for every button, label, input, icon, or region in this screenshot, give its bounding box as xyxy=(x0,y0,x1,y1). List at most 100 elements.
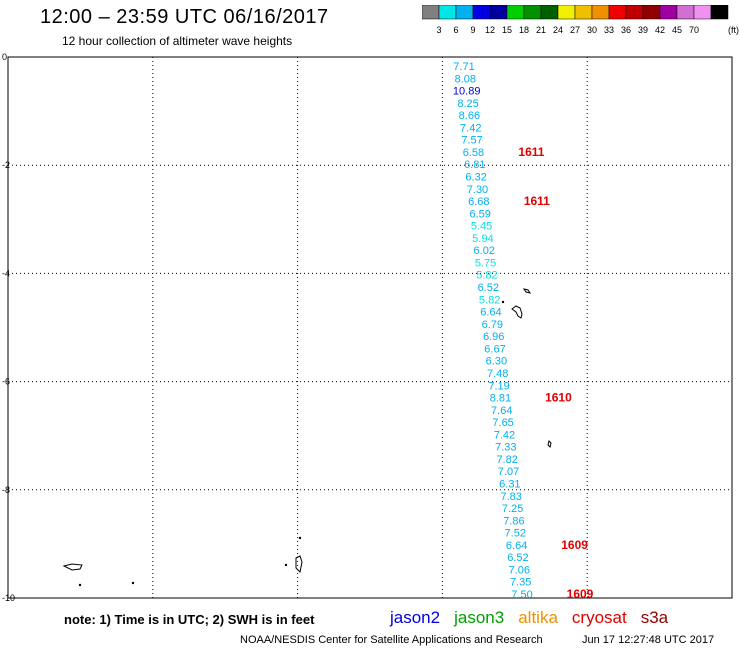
pass-time-label: 1611 xyxy=(518,145,544,159)
island-dot xyxy=(284,563,288,567)
satellite-altika: altika xyxy=(518,608,558,627)
wave-height-label: 6.30 xyxy=(486,356,507,368)
wave-height-label: 7.25 xyxy=(502,503,523,515)
wave-height-label: 5.75 xyxy=(475,257,496,269)
wave-height-label: 7.86 xyxy=(503,515,524,527)
wave-height-label: 7.65 xyxy=(492,417,513,429)
lon-tick-label: 48 xyxy=(148,604,158,605)
units-note: note: 1) Time is in UTC; 2) SWH is in fe… xyxy=(64,612,315,627)
legend-label: 27 xyxy=(570,25,580,35)
color-legend: 3 6 9 12 15 18 21 24 27 30 33 36 39 42 45 70 (ft) xyxy=(422,5,739,35)
wave-height-label: 7.83 xyxy=(500,491,521,503)
footer-timestamp: Jun 17 12:27:48 UTC 2017 xyxy=(582,634,715,646)
legend-label: 18 xyxy=(519,25,529,35)
wave-height-label: 6.79 xyxy=(482,319,503,331)
wave-height-label: 7.19 xyxy=(488,380,509,392)
wave-height-label: 6.32 xyxy=(465,172,486,184)
legend-label: 21 xyxy=(536,25,546,35)
wave-height-label: 5.82 xyxy=(479,294,500,306)
lon-tick-label: 51 xyxy=(293,604,303,605)
lon-tick-label: 57 xyxy=(582,604,592,605)
legend-label: 9 xyxy=(470,25,475,35)
wave-height-label: 10.89 xyxy=(453,86,481,98)
wave-height-label: 6.52 xyxy=(478,282,499,294)
wave-height-label: 7.06 xyxy=(509,564,530,576)
wave-height-label: 7.42 xyxy=(460,122,481,134)
legend-label: 15 xyxy=(502,25,512,35)
island-dot xyxy=(78,583,82,587)
wave-height-label: 6.81 xyxy=(464,159,485,171)
lat-tick-label: -4 xyxy=(2,268,10,278)
wave-height-label: 6.31 xyxy=(499,478,520,490)
wave-height-label: 6.59 xyxy=(469,208,490,220)
legend-label: 6 xyxy=(453,25,458,35)
island-outline xyxy=(522,288,532,294)
wave-height-label: 8.25 xyxy=(457,98,478,110)
wave-height-label: 7.30 xyxy=(467,184,488,196)
wave-height-label: 6.64 xyxy=(480,307,501,319)
wave-height-label: 8.08 xyxy=(455,73,476,85)
wave-height-label: 7.33 xyxy=(495,442,516,454)
legend-label: 36 xyxy=(621,25,631,35)
lat-tick-label: -2 xyxy=(2,160,10,170)
wave-height-label: 5.82 xyxy=(476,270,497,282)
pass-time-label: 1609 xyxy=(567,587,594,601)
wave-height-label: 8.81 xyxy=(490,393,511,405)
lon-tick-label: 60 xyxy=(727,604,737,605)
wave-height-label: 7.64 xyxy=(491,405,512,417)
lon-tick-label: 54 xyxy=(437,604,447,605)
pass-time-label: 1611 xyxy=(524,194,550,208)
wave-height-label: 6.02 xyxy=(474,245,495,257)
lat-tick-label: -10 xyxy=(2,593,15,603)
wave-height-label: 5.94 xyxy=(472,233,493,245)
legend-label: 12 xyxy=(485,25,495,35)
island-outline xyxy=(547,440,552,448)
page-subtitle: 12 hour collection of altimeter wave hei… xyxy=(62,34,293,48)
legend-label: 30 xyxy=(587,25,597,35)
legend-swatch xyxy=(710,5,729,20)
wave-height-label: 6.67 xyxy=(484,343,505,355)
page-title: 12:00 – 23:59 UTC 06/16/2017 xyxy=(40,6,329,28)
island-outline xyxy=(511,305,523,319)
island-dot xyxy=(501,300,505,304)
legend-label: 45 xyxy=(672,25,682,35)
lat-tick-label: -8 xyxy=(2,485,10,495)
wave-height-label: 6.96 xyxy=(483,331,504,343)
satellite-legend: jason2 jason3 altika cryosat s3a xyxy=(390,608,682,628)
wave-height-label: 6.58 xyxy=(463,147,484,159)
island-dot xyxy=(131,581,135,585)
wave-height-label: 7.82 xyxy=(496,454,517,466)
wave-height-map: 45 48 51 54 57 60 0 -2 -4 -6 -8 -10 7.718.0810.898.2… xyxy=(2,52,737,605)
satellite-jason2: jason2 xyxy=(390,608,441,627)
legend-label: 24 xyxy=(553,25,563,35)
satellite-jason3: jason3 xyxy=(454,608,505,627)
wave-height-label: 6.68 xyxy=(468,196,489,208)
wave-height-label: 5.45 xyxy=(471,221,492,233)
legend-label: 42 xyxy=(655,25,665,35)
wave-height-label: 7.35 xyxy=(510,577,531,589)
wave-height-label: 7.07 xyxy=(498,466,519,478)
lon-tick-label: 45 xyxy=(3,604,13,605)
legend-label: 39 xyxy=(638,25,648,35)
wave-height-label: 7.50 xyxy=(511,589,532,601)
island-outline xyxy=(62,563,83,571)
satellite-cryosat: cryosat xyxy=(571,608,627,627)
map-frame xyxy=(7,56,733,599)
wave-height-label: 7.48 xyxy=(487,368,508,380)
pass-time-label: 1610 xyxy=(545,391,572,405)
island-dot xyxy=(298,536,302,540)
wave-height-label: 6.64 xyxy=(506,540,527,552)
wave-height-label: 7.57 xyxy=(461,135,482,147)
wave-height-label: 7.52 xyxy=(505,528,526,540)
wave-height-label: 6.52 xyxy=(507,552,528,564)
legend-label: 3 xyxy=(436,25,441,35)
satellite-s3a: s3a xyxy=(640,608,669,627)
legend-unit: (ft) xyxy=(728,25,739,35)
legend-label: 70 xyxy=(689,25,699,35)
wave-height-label: 7.71 xyxy=(453,61,474,73)
footer-credit: NOAA/NESDIS Center for Satellite Applica… xyxy=(240,634,543,646)
wave-height-label: 7.42 xyxy=(494,429,515,441)
lat-tick-label: 0 xyxy=(2,52,7,62)
legend-label: 33 xyxy=(604,25,614,35)
pass-time-label: 1609 xyxy=(561,538,588,552)
